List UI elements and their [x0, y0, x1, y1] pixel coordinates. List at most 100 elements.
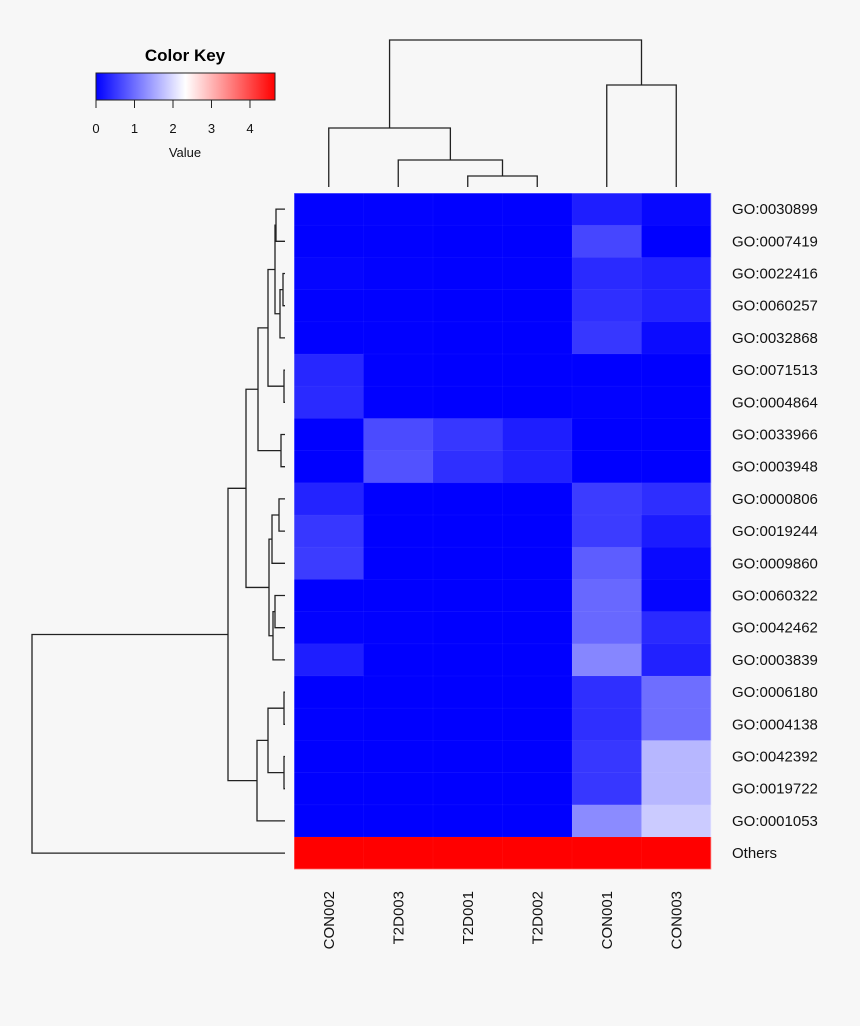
heatmap-cell — [641, 579, 712, 613]
heatmap-cell — [363, 836, 434, 870]
heatmap-cell — [293, 192, 365, 226]
heatmap-cell — [502, 482, 573, 516]
heatmap-cell — [293, 257, 365, 291]
heatmap-cell — [363, 514, 434, 548]
heatmap-cell — [363, 546, 434, 581]
heatmap-cell — [502, 836, 573, 870]
dendrogram-branch — [280, 433, 285, 468]
heatmap-cell — [571, 418, 643, 452]
color-key-tick-label: 1 — [131, 121, 138, 136]
dendrogram-branch — [283, 755, 285, 790]
column-label: T2D003 — [390, 891, 407, 944]
heatmap-cell — [641, 385, 712, 420]
row-labels: GO:0030899 GO:0007419 GO:0022416 GO:0060257… — [732, 201, 818, 862]
heatmap-cell — [293, 579, 365, 613]
heatmap-cell — [363, 675, 434, 709]
heatmap-cell — [641, 482, 712, 516]
heatmap-cell — [571, 579, 643, 613]
dendrogram-branch — [278, 498, 285, 532]
heatmap-cell — [293, 546, 365, 581]
heatmap-cell — [432, 192, 504, 226]
column-label: CON002 — [321, 891, 338, 949]
heatmap-cell — [571, 192, 643, 226]
row-label: GO:0009860 — [732, 555, 818, 572]
heatmap-cell — [432, 579, 504, 613]
heatmap-cell — [363, 579, 434, 613]
heatmap-cell — [363, 482, 434, 516]
heatmap-cell — [432, 353, 504, 387]
heatmap-cell — [571, 321, 643, 355]
heatmap-cell — [641, 836, 712, 870]
heatmap-cell — [641, 643, 712, 677]
heatmap-cell — [571, 611, 643, 645]
heatmap-cell — [502, 707, 573, 742]
heatmap-cell — [293, 643, 365, 677]
column-label: T2D001 — [460, 891, 477, 944]
row-label: GO:0033966 — [732, 427, 818, 444]
heatmap-cell — [363, 740, 434, 774]
heatmap-cell — [641, 450, 712, 484]
color-key-tick-label: 4 — [246, 121, 253, 136]
heatmap-cell — [502, 546, 573, 581]
dendrogram-branch — [283, 369, 285, 403]
dendrogram-branch — [275, 208, 285, 242]
color-key-title: Color Key — [145, 46, 226, 65]
heatmap-cell — [432, 836, 504, 870]
heatmap-cell — [432, 450, 504, 484]
row-label: GO:0071513 — [732, 362, 818, 379]
heatmap-cell — [502, 224, 573, 258]
heatmap-cell — [571, 707, 643, 742]
dendrogram-branch — [274, 594, 285, 629]
heatmap-cell — [502, 804, 573, 838]
heatmap-cell — [363, 804, 434, 838]
dendrogram-branch — [267, 268, 284, 387]
row-label: GO:0004864 — [732, 394, 818, 411]
heatmap-cell — [432, 514, 504, 548]
row-label: GO:0003839 — [732, 652, 818, 669]
heatmap-cell — [293, 289, 365, 323]
dendrogram-branch — [256, 739, 285, 822]
row-label: Others — [732, 845, 777, 862]
heatmap-cell — [502, 514, 573, 548]
heatmap-cell — [502, 353, 573, 387]
color-key-gradient — [95, 72, 276, 101]
heatmap-cell — [293, 482, 365, 516]
heatmap-cell — [641, 418, 712, 452]
dendrogram-branch — [282, 272, 285, 307]
heatmap-cell — [641, 546, 712, 581]
row-label: GO:0006180 — [732, 684, 818, 701]
heatmap-cell — [571, 450, 643, 484]
heatmap-cell — [293, 740, 365, 774]
row-label: GO:0022416 — [732, 266, 818, 283]
heatmap-cell — [502, 643, 573, 677]
heatmap-cell — [363, 418, 434, 452]
heatmap-cell — [641, 353, 712, 387]
heatmap-cell — [502, 192, 573, 226]
row-label: GO:0032868 — [732, 330, 818, 347]
dendrogram-branch — [328, 127, 452, 187]
heatmap-cell — [432, 257, 504, 291]
heatmap-cell — [502, 611, 573, 645]
heatmap-cell — [571, 772, 643, 806]
dendrogram-branch — [388, 39, 643, 128]
heatmap-cell — [502, 579, 573, 613]
heatmap-cell — [293, 772, 365, 806]
heatmap-cell — [293, 321, 365, 355]
heatmap-cell — [432, 321, 504, 355]
heatmap-cell — [641, 257, 712, 291]
heatmap-cell — [502, 418, 573, 452]
heatmap-cell — [502, 289, 573, 323]
heatmap-cell — [363, 643, 434, 677]
heatmap-cell — [293, 385, 365, 420]
heatmap-cell — [293, 224, 365, 258]
color-key-tick-label: 0 — [92, 121, 99, 136]
row-dendrogram — [31, 208, 285, 854]
heatmap-cell — [432, 546, 504, 581]
heatmap-cell — [571, 482, 643, 516]
heatmap-cell — [293, 611, 365, 645]
heatmap-cell — [293, 836, 365, 870]
dendrogram-branch — [467, 175, 538, 187]
color-key-tick-label: 3 — [208, 121, 215, 136]
dendrogram-branch — [227, 487, 257, 782]
